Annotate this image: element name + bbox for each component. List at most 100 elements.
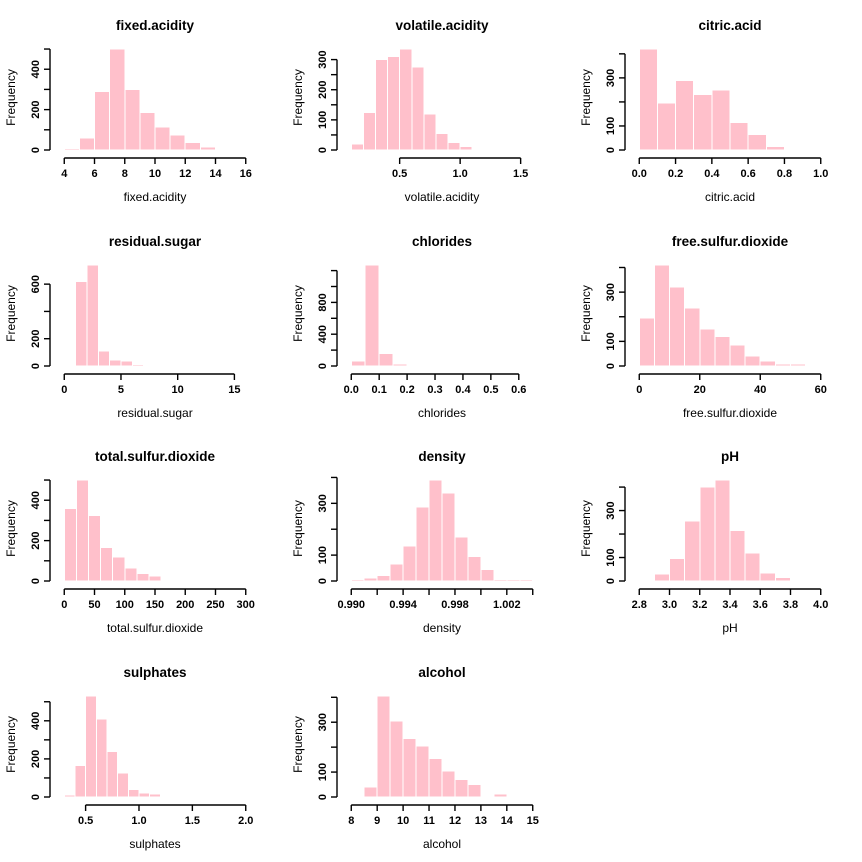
panel-sulphates: sulphates sulphates Frequency 0.5 1.0 1.5 2.0 0…: [0, 647, 287, 862]
panel-title: citric.acid: [698, 18, 761, 33]
histogram-bar: [97, 349, 111, 366]
x-tick-label: 3.0: [662, 599, 677, 611]
x-tick-label: 200: [176, 599, 194, 611]
x-tick-label: 14: [209, 168, 222, 180]
panel-title: density: [419, 449, 467, 464]
y-axis-label: Frequency: [4, 69, 18, 126]
y-tick-label: 0: [30, 147, 42, 153]
y-axis-label: Frequency: [579, 285, 593, 342]
y-tick-label: 400: [30, 711, 42, 729]
histogram-bar: [519, 579, 534, 582]
y-axis-label: Frequency: [291, 716, 305, 773]
y-tick-label: 0: [30, 793, 42, 799]
x-tick-label: 9: [374, 815, 380, 827]
histogram-bar: [467, 555, 482, 582]
histogram-bar: [74, 764, 87, 798]
histogram-bar: [392, 363, 408, 367]
histogram-bar: [668, 558, 685, 582]
histogram-bar: [744, 355, 761, 367]
x-tick-label: 2.8: [631, 599, 646, 611]
histogram-bar: [365, 264, 381, 366]
histogram-bar: [138, 792, 151, 797]
histogram-bar: [389, 563, 404, 582]
y-tick-label: 400: [317, 325, 329, 343]
histogram-bar: [75, 280, 88, 366]
histogram-bar: [124, 88, 141, 151]
x-tick-label: 0.1: [372, 384, 387, 396]
panel-free.sulfur.dioxide: free.sulfur.dioxide free.sulfur.dioxide Fr…: [575, 216, 862, 432]
histogram-bar: [402, 737, 417, 798]
histogram-bar: [441, 769, 456, 797]
x-tick-label: 0: [61, 384, 67, 396]
panel-title: sulphates: [123, 665, 186, 680]
histogram-bar: [698, 486, 716, 582]
histogram-bar: [435, 132, 449, 151]
x-axis-label: pH: [722, 621, 737, 635]
y-axis-label: Frequency: [291, 285, 305, 342]
histogram-bar: [493, 578, 508, 582]
x-tick-label: 0.2: [400, 384, 415, 396]
x-tick-label: 12: [179, 168, 191, 180]
histogram-bar: [399, 48, 413, 151]
y-tick-label: 200: [317, 81, 329, 99]
x-axis-label: sulphates: [129, 837, 180, 851]
panel-citric.acid: citric.acid citric.acid Frequency 0.0 0.2 0.4…: [575, 0, 862, 216]
histogram-bar: [117, 772, 129, 797]
histogram-bar: [184, 141, 201, 151]
histogram-bar: [100, 547, 114, 582]
histogram-bar: [63, 794, 76, 797]
x-tick-label: 3.6: [752, 599, 767, 611]
histogram-free.sulfur.dioxide: free.sulfur.dioxide free.sulfur.dioxide Fr…: [579, 234, 827, 420]
x-tick-label: 0.3: [428, 384, 443, 396]
y-tick-label: 0: [317, 362, 329, 368]
x-tick-label: 10: [149, 168, 161, 180]
histogram-bar: [112, 556, 126, 582]
x-tick-label: 0.990: [338, 599, 366, 611]
y-axis-label: Frequency: [291, 69, 305, 126]
histogram-bar: [351, 579, 366, 582]
histogram-bar: [714, 335, 731, 366]
histogram-bar: [454, 778, 469, 797]
x-axis-label: free.sulfur.dioxide: [683, 406, 777, 420]
histogram-bar: [774, 576, 791, 582]
histogram-bar: [169, 134, 186, 151]
histogram-bar: [377, 574, 391, 582]
histogram-bar: [789, 363, 806, 366]
y-tick-label: 600: [30, 274, 42, 292]
panel-fixed.acidity: fixed.acidity fixed.acidity Frequency 4 6 8 10…: [0, 0, 287, 216]
histogram-bar: [441, 492, 456, 582]
histogram-bar: [136, 572, 150, 582]
histogram-bar: [423, 113, 437, 151]
histogram-bar: [75, 479, 89, 582]
panel-chlorides: chlorides chlorides Frequency 0.0 0.1 0.2 0.3 0…: [287, 216, 574, 432]
histogram-bar: [428, 757, 443, 797]
histogram-bar: [154, 126, 171, 151]
x-tick-label: 1.0: [131, 815, 146, 827]
histogram-bar: [63, 507, 77, 582]
x-tick-label: 8: [122, 168, 128, 180]
x-tick-label: 0.4: [456, 384, 472, 396]
histogram-bar: [506, 579, 521, 582]
histogram-bar: [120, 360, 133, 367]
y-tick-label: 0: [317, 147, 329, 153]
x-axis-label: chlorides: [418, 406, 466, 420]
y-tick-label: 0: [605, 362, 617, 368]
histogram-bar: [744, 552, 761, 582]
histogram-bar: [714, 479, 731, 582]
x-axis-label: fixed.acidity: [124, 190, 187, 204]
x-tick-label: 0.4: [704, 168, 720, 180]
x-tick-label: 12: [449, 815, 461, 827]
histogram-bar: [127, 788, 140, 798]
histogram-bar: [389, 719, 404, 797]
histogram-density: density density Frequency 0.990 0.994 0.998 1.…: [291, 449, 534, 635]
histogram-bar: [493, 793, 508, 797]
histogram-bar: [467, 783, 482, 798]
x-tick-label: 60: [814, 384, 826, 396]
x-tick-label: 4: [61, 168, 68, 180]
histogram-chlorides: chlorides chlorides Frequency 0.0 0.1 0.2 0.3 0…: [291, 234, 526, 420]
panel-residual.sugar: residual.sugar residual.sugar Frequency 0 5 1…: [0, 216, 287, 432]
y-tick-label: 200: [30, 749, 42, 767]
histogram-bar: [653, 264, 670, 366]
histogram-bar: [459, 145, 474, 151]
